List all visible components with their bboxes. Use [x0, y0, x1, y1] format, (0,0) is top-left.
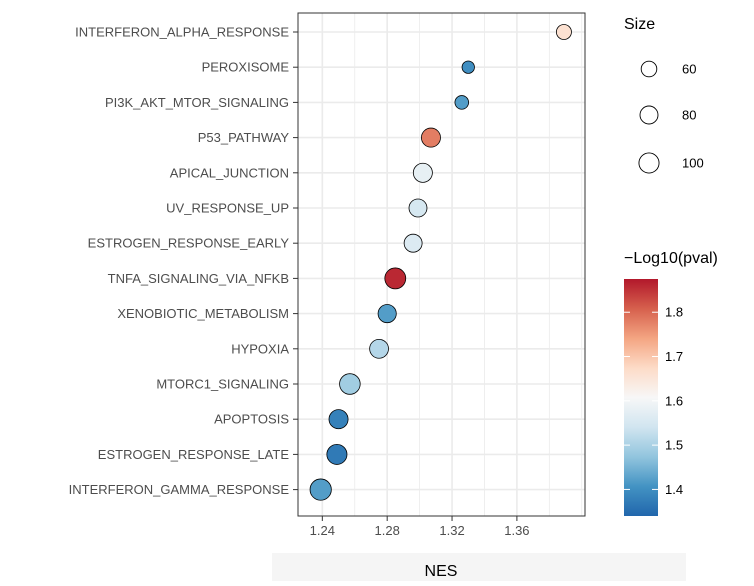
y-tick-label: HYPOXIA	[231, 341, 289, 356]
data-point	[369, 338, 389, 359]
data-point	[328, 409, 349, 430]
y-tick-label: ESTROGEN_RESPONSE_LATE	[98, 447, 290, 462]
x-axis-title-band	[272, 553, 686, 581]
y-tick-label: PI3K_AKT_MTOR_SIGNALING	[105, 95, 289, 110]
data-point	[403, 233, 423, 253]
data-point	[408, 198, 428, 218]
colorbar-tick-label: 1.4	[665, 482, 683, 497]
y-tick-label: P53_PATHWAY	[198, 130, 290, 145]
grid-lines	[298, 13, 585, 516]
data-point	[384, 267, 407, 290]
x-axis-title: NES	[425, 563, 458, 580]
data-point	[339, 373, 361, 395]
size-legend-label: 60	[682, 62, 696, 77]
size-legend-label: 100	[682, 156, 704, 171]
y-tick-label: PEROXISOME	[202, 60, 290, 75]
size-legend-key	[640, 60, 658, 78]
colorbar	[624, 279, 658, 516]
data-point	[412, 162, 433, 183]
data-point	[326, 443, 348, 465]
x-axis: 1.24 1.28 1.32 1.36	[310, 516, 530, 538]
x-tick-label: 1.36	[504, 523, 529, 538]
colorbar-tick-label: 1.5	[665, 438, 683, 453]
colorbar-tick-label: 1.7	[665, 349, 683, 364]
y-tick-label: ESTROGEN_RESPONSE_EARLY	[88, 236, 290, 251]
color-legend: −Log10(pval) 1.4 1.5 1.6 1.7 1.8	[624, 250, 718, 516]
y-tick-label: XENOBIOTIC_METABOLISM	[117, 306, 289, 321]
y-tick-label: TNFA_SIGNALING_VIA_NFKB	[108, 271, 289, 286]
plot-panel	[298, 13, 585, 516]
data-point	[309, 478, 332, 501]
color-legend-title: −Log10(pval)	[624, 250, 718, 267]
x-tick-label: 1.32	[439, 523, 464, 538]
y-tick-label: APOPTOSIS	[214, 412, 289, 427]
data-point	[461, 60, 475, 74]
size-legend-key	[638, 152, 660, 174]
data-point	[421, 127, 441, 148]
size-legend-label: 80	[682, 108, 696, 123]
y-tick-label: UV_RESPONSE_UP	[166, 201, 289, 216]
y-tick-label: APICAL_JUNCTION	[170, 165, 289, 180]
y-axis: INTERFERON_ALPHA_RESPONSE PEROXISOME PI3K_…	[69, 25, 298, 497]
x-tick-label: 1.24	[310, 523, 335, 538]
y-tick-label: MTORC1_SIGNALING	[156, 377, 289, 392]
colorbar-tick-label: 1.8	[665, 305, 683, 320]
y-tick-label: INTERFERON_GAMMA_RESPONSE	[69, 482, 290, 497]
data-point	[377, 304, 397, 324]
data-points	[309, 24, 572, 501]
size-legend-title: Size	[624, 16, 655, 33]
size-legend: Size 60 80 100	[624, 16, 704, 174]
y-tick-label: INTERFERON_ALPHA_RESPONSE	[75, 25, 289, 40]
colorbar-tick-label: 1.6	[665, 393, 683, 408]
size-legend-key	[639, 105, 659, 125]
plot-panel-border	[297, 12, 586, 517]
data-point	[454, 95, 469, 110]
x-tick-label: 1.28	[375, 523, 400, 538]
data-point	[555, 24, 572, 40]
